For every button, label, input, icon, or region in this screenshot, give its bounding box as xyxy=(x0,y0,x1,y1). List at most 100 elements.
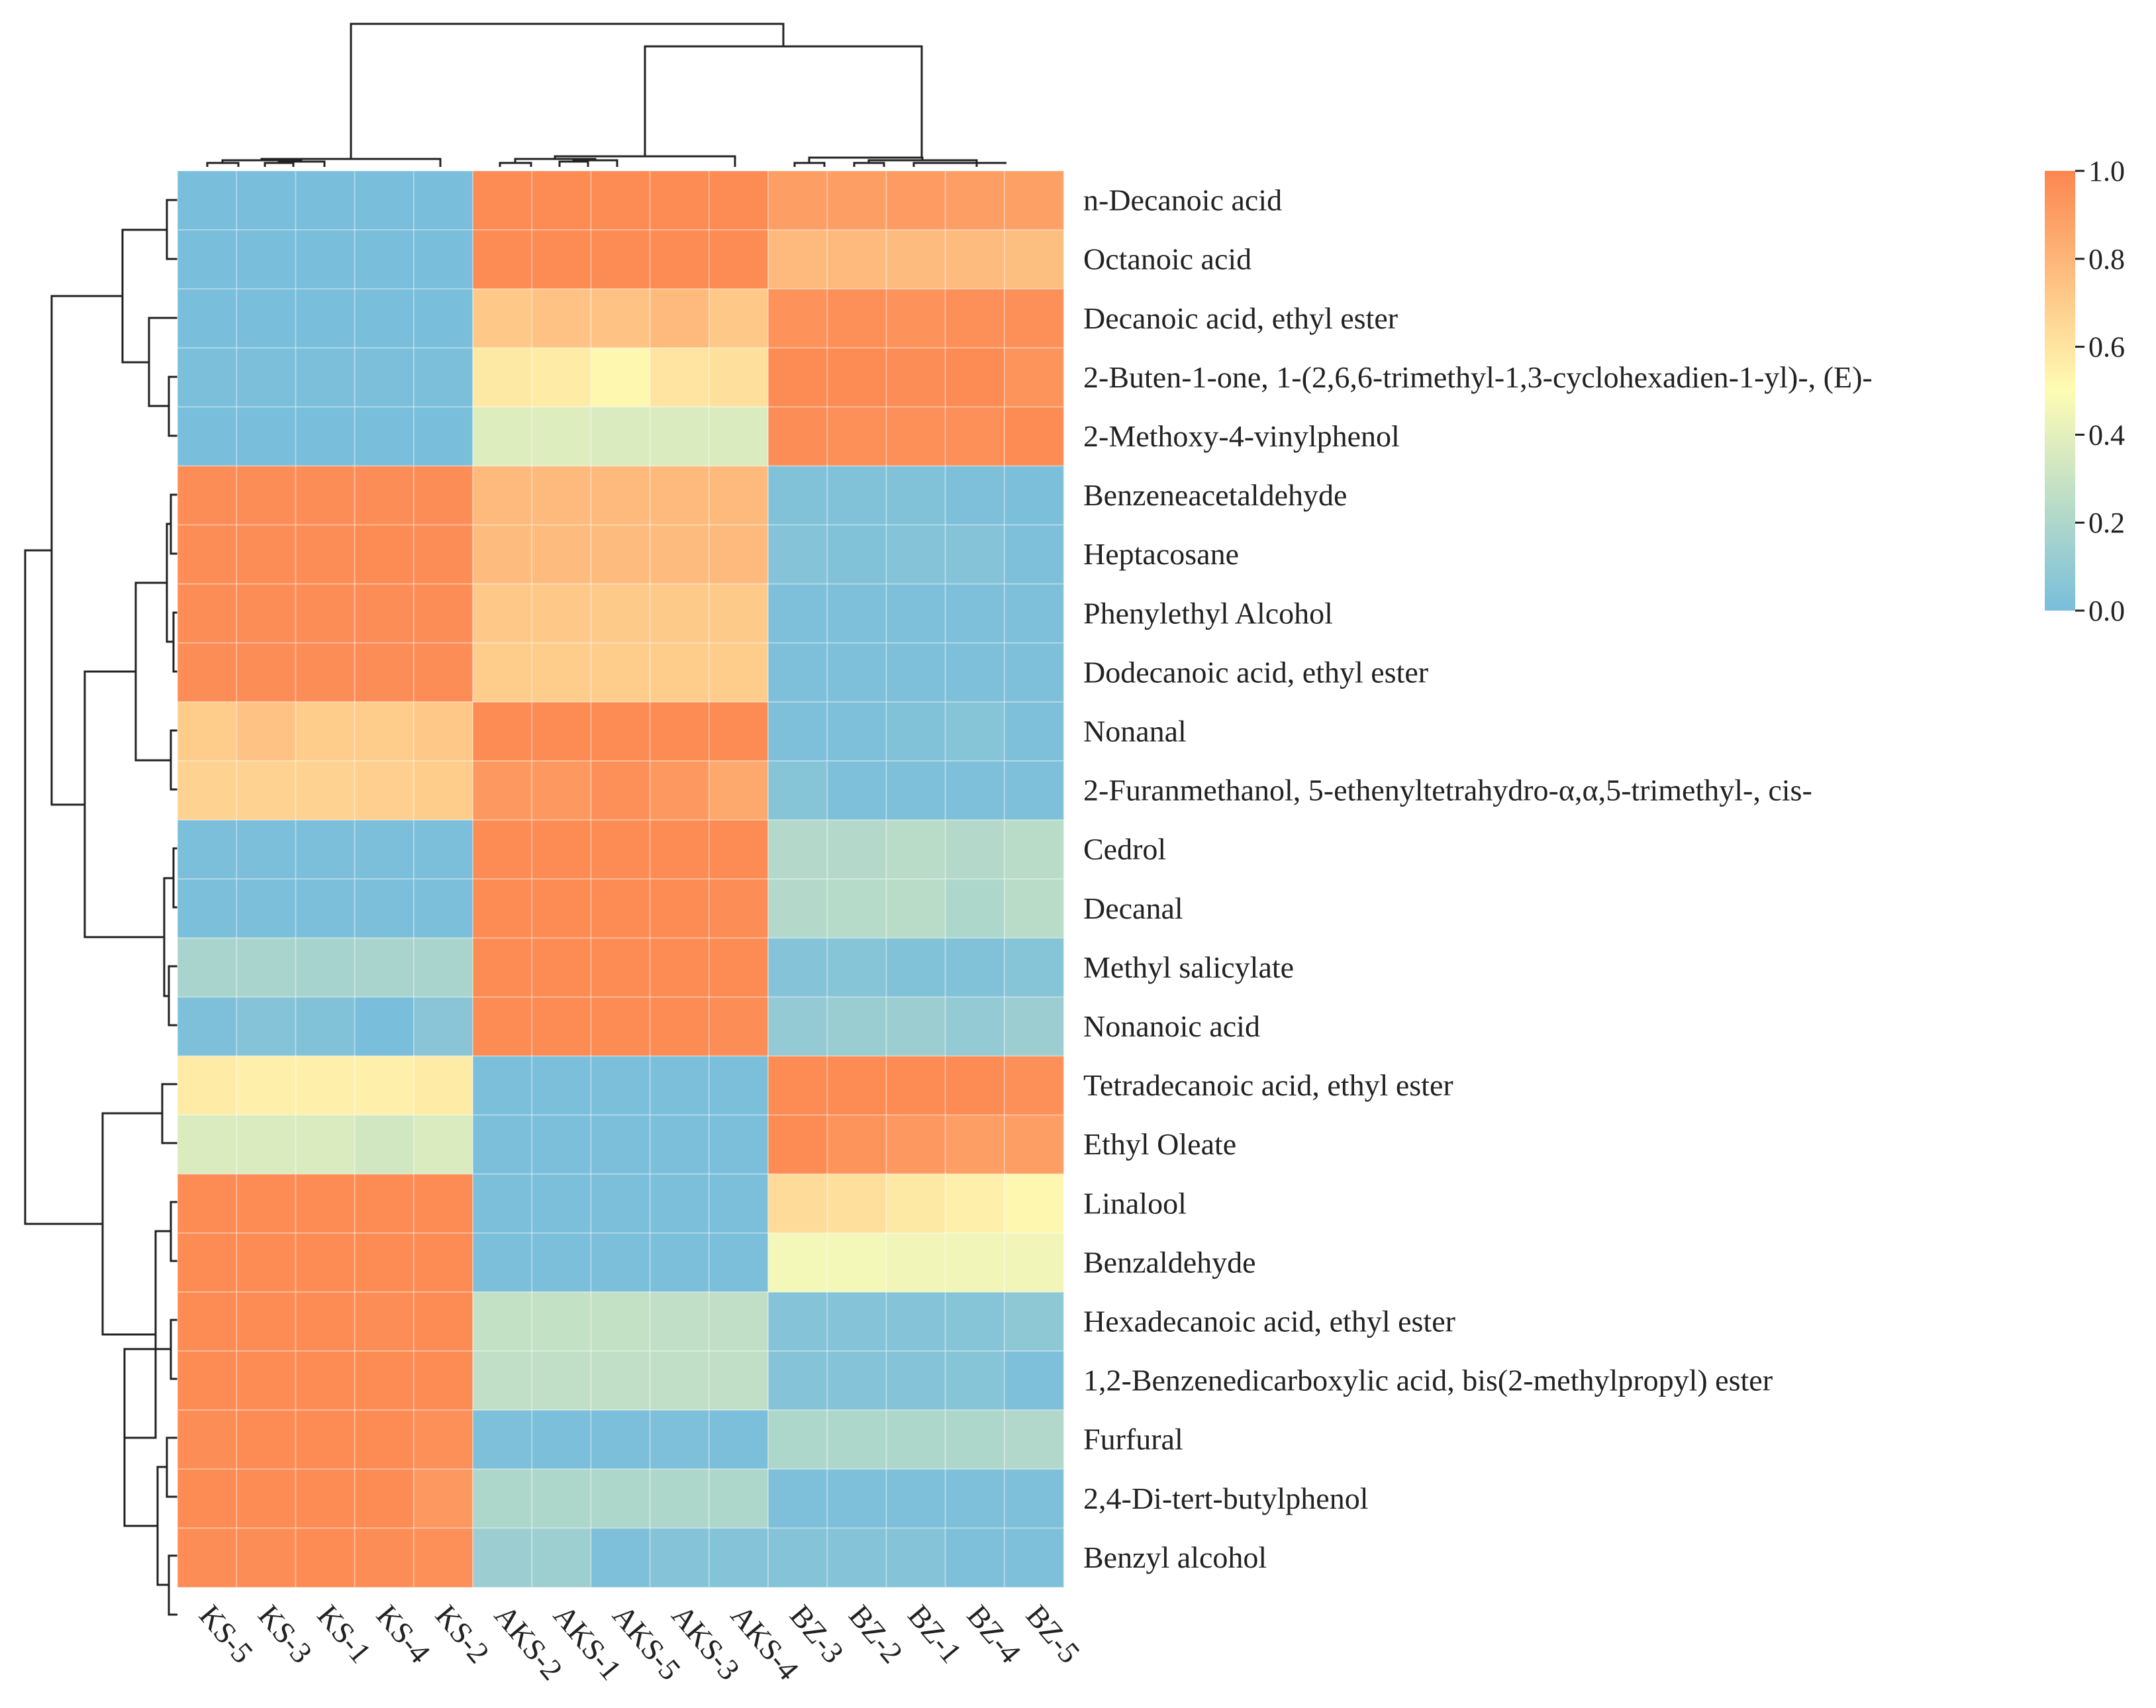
heatmap-cell xyxy=(708,1232,769,1293)
heatmap-cell xyxy=(413,1468,474,1529)
heatmap-cell xyxy=(826,347,887,408)
heatmap-cell xyxy=(295,524,356,585)
heatmap-cell xyxy=(236,937,297,999)
heatmap-cell xyxy=(649,937,710,999)
column-label: BZ-4 xyxy=(961,1599,1028,1670)
heatmap-cell xyxy=(767,1173,828,1234)
heatmap-cell xyxy=(531,229,593,290)
heatmap-cell xyxy=(413,878,474,939)
heatmap-cell xyxy=(472,170,533,231)
heatmap-cell xyxy=(1003,1527,1065,1589)
heatmap-cell xyxy=(236,465,297,527)
heatmap-cell xyxy=(354,819,415,880)
heatmap-cell xyxy=(590,1173,652,1234)
heatmap-cell xyxy=(590,760,652,821)
heatmap-cell xyxy=(767,465,828,527)
heatmap-cell xyxy=(885,347,947,408)
heatmap-cell xyxy=(944,1173,1006,1234)
heatmap-cell xyxy=(767,288,828,349)
heatmap-cell xyxy=(472,642,533,703)
heatmap-cell xyxy=(354,760,415,821)
col-dendro-link xyxy=(264,162,295,167)
heatmap-cell xyxy=(413,524,474,585)
heatmap-cell xyxy=(1003,1055,1065,1117)
heatmap-cell xyxy=(1003,760,1065,821)
heatmap-cell xyxy=(354,1173,415,1234)
col-dendro-link xyxy=(350,23,785,159)
heatmap-cell xyxy=(590,170,652,231)
heatmap-cell xyxy=(236,1527,297,1589)
heatmap-cell xyxy=(767,1350,828,1411)
heatmap-cell xyxy=(1003,1291,1065,1352)
heatmap-cell xyxy=(531,1114,593,1176)
heatmap-cell xyxy=(472,524,533,585)
row-label: Cedrol xyxy=(1083,832,1166,866)
row-label: 2-Furanmethanol, 5-ethenyltetrahydro-α,α… xyxy=(1083,774,1812,807)
heatmap-cell xyxy=(767,347,828,408)
colorbar-tick-label: 0.0 xyxy=(2088,595,2125,627)
heatmap-cell xyxy=(236,1468,297,1529)
heatmap-cell xyxy=(295,406,356,468)
heatmap-cell xyxy=(354,1527,415,1589)
heatmap-cell xyxy=(295,229,356,290)
heatmap-cell xyxy=(767,229,828,290)
heatmap-cell xyxy=(944,819,1006,880)
heatmap-cell xyxy=(826,1173,887,1234)
heatmap-cell xyxy=(236,1291,297,1352)
heatmap-cell xyxy=(767,524,828,585)
heatmap-cell xyxy=(413,996,474,1058)
row-dendro-link xyxy=(170,1319,177,1380)
heatmap-cell xyxy=(944,1232,1006,1293)
heatmap-cell xyxy=(531,1232,593,1293)
heatmap-cell xyxy=(472,1468,533,1529)
heatmap-cell xyxy=(708,1173,769,1234)
heatmap-cell xyxy=(177,288,238,349)
heatmap-cell xyxy=(354,878,415,939)
heatmap-cell xyxy=(944,406,1006,468)
heatmap-cell xyxy=(708,583,769,644)
heatmap-cell xyxy=(885,170,947,231)
row-dendro-link xyxy=(148,317,177,407)
heatmap-cell xyxy=(472,288,533,349)
heatmap-cell xyxy=(767,406,828,468)
heatmap-cell xyxy=(531,288,593,349)
heatmap-cell xyxy=(531,347,593,408)
heatmap-cell xyxy=(590,642,652,703)
heatmap-cell xyxy=(885,642,947,703)
row-dendro-link xyxy=(166,199,177,260)
heatmap-cell xyxy=(1003,1468,1065,1529)
heatmap-cell xyxy=(944,347,1006,408)
heatmap-cell xyxy=(177,1291,238,1352)
heatmap-cell xyxy=(531,642,593,703)
heatmap-cell xyxy=(1003,701,1065,762)
heatmap-cell xyxy=(1003,1350,1065,1411)
row-dendro-link xyxy=(168,1554,177,1616)
heatmap-cell xyxy=(1003,937,1065,999)
heatmap-cell xyxy=(767,760,828,821)
heatmap-cell xyxy=(531,1409,593,1470)
heatmap-cell xyxy=(944,1114,1006,1176)
heatmap-cell xyxy=(413,642,474,703)
heatmap-cell xyxy=(944,642,1006,703)
row-label: Benzeneacetaldehyde xyxy=(1083,478,1347,512)
heatmap-cell xyxy=(236,1409,297,1470)
column-label: BZ-5 xyxy=(1020,1599,1087,1670)
heatmap-cell xyxy=(236,406,297,468)
heatmap-cell xyxy=(177,465,238,527)
heatmap-cell xyxy=(472,1055,533,1117)
heatmap-cell xyxy=(472,1232,533,1293)
heatmap-cell xyxy=(649,1409,710,1470)
heatmap-cell xyxy=(944,524,1006,585)
heatmap-cell xyxy=(472,1409,533,1470)
heatmap-cell xyxy=(1003,1173,1065,1234)
heatmap-cell xyxy=(767,996,828,1058)
heatmap-cell xyxy=(1003,524,1065,585)
heatmap-cell xyxy=(177,937,238,999)
heatmap-cell xyxy=(531,1350,593,1411)
heatmap-cell xyxy=(177,1527,238,1589)
heatmap-cell xyxy=(885,819,947,880)
heatmap-cell xyxy=(826,1232,887,1293)
heatmap-cell xyxy=(708,760,769,821)
heatmap-cell xyxy=(649,524,710,585)
heatmap-cell xyxy=(177,1232,238,1293)
